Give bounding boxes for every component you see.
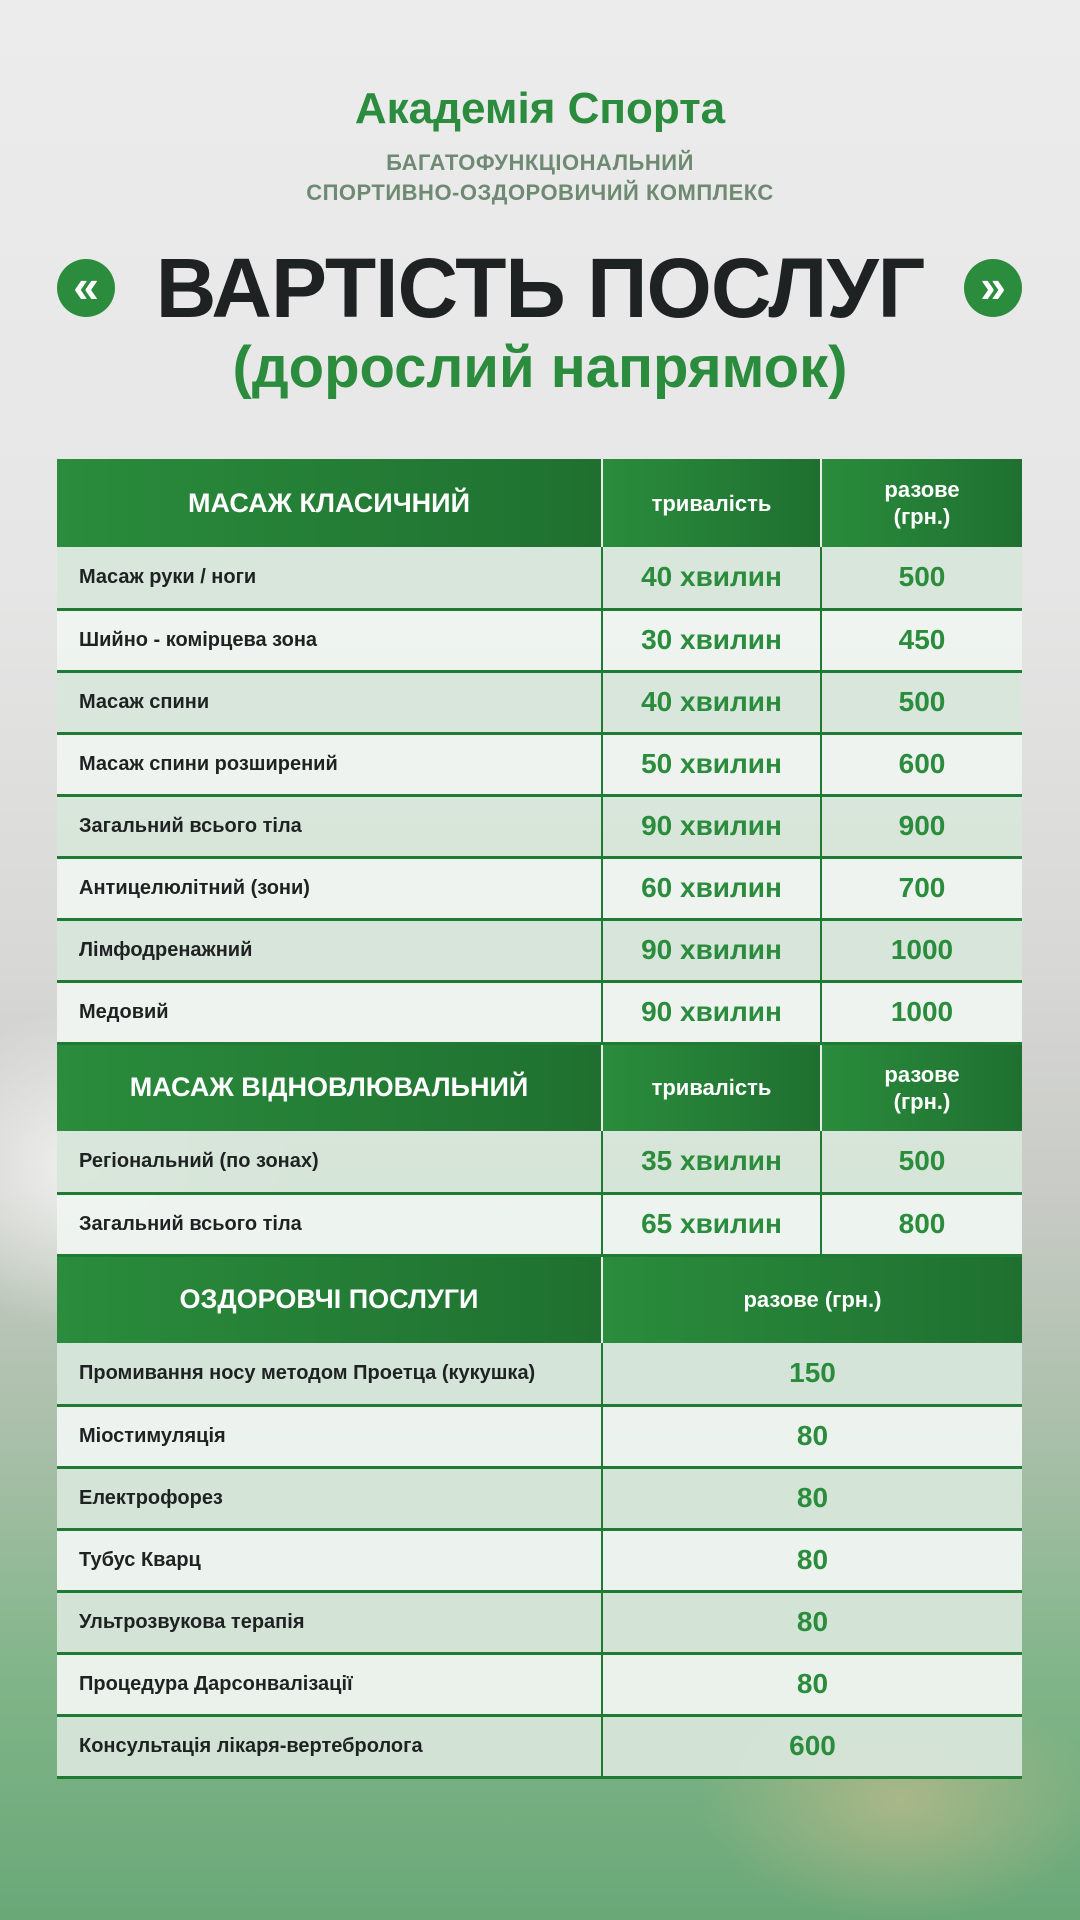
service-name: Лімфодренажний <box>57 919 602 983</box>
service-name: Процедура Дарсонвалізації <box>57 1653 602 1717</box>
table-row: Медовий 90 хвилин 1000 <box>57 981 1022 1045</box>
chevrons-left-icon: « <box>57 259 115 317</box>
page-title: ВАРТІСТЬ ПОСЛУГ <box>155 241 925 335</box>
service-duration: 30 хвилин <box>601 609 821 673</box>
service-duration: 60 хвилин <box>601 857 821 921</box>
service-name: Загальний всього тіла <box>57 795 602 859</box>
brand-subtitle: БАГАТОФУНКЦІОНАЛЬНИЙ СПОРТИВНО-ОЗДОРОВИЧ… <box>0 148 1080 208</box>
service-price: 600 <box>601 1715 1022 1779</box>
table-row: Ультрозвукова терапія 80 <box>57 1591 1022 1655</box>
service-price: 80 <box>601 1591 1022 1655</box>
service-duration: 90 хвилин <box>601 981 821 1045</box>
table-row: Електрофорез 80 <box>57 1467 1022 1531</box>
service-name: Регіональний (по зонах) <box>57 1131 602 1195</box>
service-name: Тубус Кварц <box>57 1529 602 1593</box>
brand-name: Академія Спорта <box>354 84 726 133</box>
table-row: Шийно - комірцева зона 30 хвилин 450 <box>57 609 1022 673</box>
subtitle-line: СПОРТИВНО-ОЗДОРОВИЧИЙ КОМПЛЕКС <box>306 180 774 205</box>
price-table: МАСАЖ КЛАСИЧНИЙ тривалість разове (грн.) Ма… <box>57 459 1022 1779</box>
service-name: Масаж руки / ноги <box>57 547 602 611</box>
service-name: Електрофорез <box>57 1467 602 1531</box>
service-duration: 65 хвилин <box>601 1193 821 1257</box>
service-duration: 40 хвилин <box>601 547 821 611</box>
service-name: Промивання носу методом Проетца (кукушка… <box>57 1343 602 1407</box>
service-price: 900 <box>820 795 1022 859</box>
table-row: Промивання носу методом Проетца (кукушка… <box>57 1343 1022 1407</box>
service-name: Масаж спини <box>57 671 602 735</box>
duration-header: тривалість <box>601 459 821 547</box>
service-name: Міостимуляція <box>57 1405 602 1469</box>
service-price: 500 <box>820 671 1022 735</box>
service-name: Масаж спини розширений <box>57 733 602 797</box>
table-row: Процедура Дарсонвалізації 80 <box>57 1653 1022 1717</box>
service-name: Медовий <box>57 981 602 1045</box>
section-header: МАСАЖ КЛАСИЧНИЙ тривалість разове (грн.) <box>57 459 1022 547</box>
price-header: разове (грн.) <box>601 1255 1022 1343</box>
duration-header: тривалість <box>601 1043 821 1131</box>
service-price: 500 <box>820 1131 1022 1195</box>
page-subtitle: (дорослий напрямок) <box>232 335 848 400</box>
table-row: Масаж руки / ноги 40 хвилин 500 <box>57 547 1022 611</box>
service-price: 1000 <box>820 919 1022 983</box>
service-price: 500 <box>820 547 1022 611</box>
service-duration: 90 хвилин <box>601 795 821 859</box>
service-price: 80 <box>601 1405 1022 1469</box>
service-name: Консультація лікаря-вертебролога <box>57 1715 602 1779</box>
section-header: ОЗДОРОВЧІ ПОСЛУГИ разове (грн.) <box>57 1255 1022 1343</box>
service-duration: 40 хвилин <box>601 671 821 735</box>
service-price: 80 <box>601 1653 1022 1717</box>
price-header: разове (грн.) <box>820 459 1022 547</box>
service-price: 800 <box>820 1193 1022 1257</box>
service-name: Антицелюлітний (зони) <box>57 857 602 921</box>
table-row: Регіональний (по зонах) 35 хвилин 500 <box>57 1131 1022 1195</box>
table-row: Консультація лікаря-вертебролога 600 <box>57 1715 1022 1779</box>
section-header: МАСАЖ ВІДНОВЛЮВАЛЬНИЙ тривалість разове (г… <box>57 1043 1022 1131</box>
subtitle-line: БАГАТОФУНКЦІОНАЛЬНИЙ <box>386 150 694 175</box>
price-header: разове (грн.) <box>820 1043 1022 1131</box>
service-price: 150 <box>601 1343 1022 1407</box>
table-row: Загальний всього тіла 90 хвилин 900 <box>57 795 1022 859</box>
service-name: Ультрозвукова терапія <box>57 1591 602 1655</box>
service-duration: 90 хвилин <box>601 919 821 983</box>
service-price: 700 <box>820 857 1022 921</box>
service-price: 80 <box>601 1529 1022 1593</box>
service-name: Шийно - комірцева зона <box>57 609 602 673</box>
service-price: 450 <box>820 609 1022 673</box>
service-name: Загальний всього тіла <box>57 1193 602 1257</box>
table-row: Масаж спини 40 хвилин 500 <box>57 671 1022 735</box>
chevrons-right-icon: » <box>964 259 1022 317</box>
section-title: МАСАЖ КЛАСИЧНИЙ <box>57 459 602 547</box>
table-row: Антицелюлітний (зони) 60 хвилин 700 <box>57 857 1022 921</box>
table-row: Загальний всього тіла 65 хвилин 800 <box>57 1193 1022 1257</box>
section-title: МАСАЖ ВІДНОВЛЮВАЛЬНИЙ <box>57 1043 602 1131</box>
service-duration: 35 хвилин <box>601 1131 821 1195</box>
service-price: 600 <box>820 733 1022 797</box>
table-row: Тубус Кварц 80 <box>57 1529 1022 1593</box>
service-price: 80 <box>601 1467 1022 1531</box>
section-title: ОЗДОРОВЧІ ПОСЛУГИ <box>57 1255 602 1343</box>
table-row: Масаж спини розширений 50 хвилин 600 <box>57 733 1022 797</box>
table-row: Лімфодренажний 90 хвилин 1000 <box>57 919 1022 983</box>
table-row: Міостимуляція 80 <box>57 1405 1022 1469</box>
service-duration: 50 хвилин <box>601 733 821 797</box>
service-price: 1000 <box>820 981 1022 1045</box>
